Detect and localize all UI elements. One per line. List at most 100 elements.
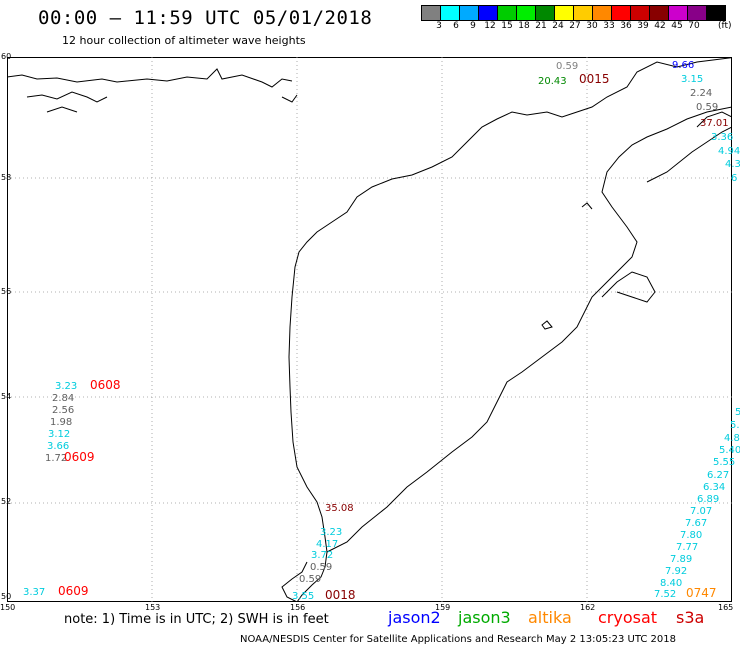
wave-height-label: 4.17 [316, 539, 339, 550]
colorbar-swatch [687, 5, 707, 21]
wave-height-label: 3.15 [681, 74, 704, 85]
colorbar-label: 70 [688, 21, 700, 31]
y-tick-label: 52 [1, 497, 12, 506]
colorbar-swatch [440, 5, 460, 21]
wave-height-label: 5. [730, 420, 740, 431]
wave-height-label: 0.59 [310, 562, 333, 573]
wave-height-label: 7.52 [654, 589, 677, 600]
wave-height-label: 5 [735, 407, 740, 418]
x-tick-label: 159 [435, 603, 451, 612]
wave-height-label: 4.94 [718, 146, 740, 157]
wave-height-label: 6.89 [697, 494, 720, 505]
pass-time-label: 0609 [64, 450, 95, 464]
legend-s3a: s3a [676, 608, 705, 627]
colorbar-label: 9 [470, 21, 476, 31]
colorbar-label: 18 [518, 21, 530, 31]
colorbar-swatch [516, 5, 536, 21]
x-tick-label: 150 [0, 603, 16, 612]
wave-height-label: 7.89 [670, 554, 693, 565]
y-tick-label: 56 [1, 287, 12, 296]
pass-time-label: 0608 [90, 378, 121, 392]
graticule [7, 57, 732, 602]
wave-height-label: 1.98 [50, 417, 73, 428]
x-tick-label: 165 [718, 603, 734, 612]
y-tick-label: 50 [1, 592, 12, 601]
wave-height-label: 4.8 [724, 433, 740, 444]
colorbar-label: 39 [637, 21, 649, 31]
legend-jason2: jason2 [388, 608, 441, 627]
wave-height-label: 2.84 [52, 393, 75, 404]
colorbar-swatch [649, 5, 669, 21]
x-tick-label: 162 [580, 603, 596, 612]
pass-time-label: 0015 [579, 72, 610, 86]
wave-height-label: 3.66 [47, 441, 70, 452]
coastline [7, 57, 732, 602]
colorbar-label: 36 [620, 21, 632, 31]
wave-height-label: 7.07 [690, 506, 713, 517]
wave-height-label: 5.40 [719, 445, 740, 456]
note-text: note: 1) Time is in UTC; 2) SWH is in fe… [64, 612, 329, 627]
colorbar-swatch [478, 5, 498, 21]
colorbar-swatch [611, 5, 631, 21]
x-tick-label: 153 [145, 603, 161, 612]
wave-height-label: 4.3 [725, 159, 740, 170]
wave-height-label: 0.59 [696, 102, 719, 113]
wave-height-label: 6.34 [703, 482, 726, 493]
colorbar-unit: (ft) [718, 21, 732, 31]
wave-height-label: 3.12 [48, 429, 71, 440]
wave-height-label: 2.24 [690, 88, 713, 99]
legend-jason3: jason3 [458, 608, 511, 627]
map-title: 00:00 – 11:59 UTC 05/01/2018 [38, 7, 373, 29]
colorbar-swatch [497, 5, 517, 21]
colorbar-label: 24 [552, 21, 564, 31]
wave-height-label: 2.56 [52, 405, 75, 416]
colorbar-label: 15 [501, 21, 513, 31]
wave-height-label: 3.36 [711, 132, 734, 143]
wave-height-label: 6 [731, 173, 738, 184]
colorbar-swatch [573, 5, 593, 21]
colorbar-swatch [421, 5, 441, 21]
map-frame [7, 57, 732, 602]
colorbar-label: 3 [436, 21, 442, 31]
colorbar-swatch [668, 5, 688, 21]
y-tick-label: 54 [1, 392, 12, 401]
legend-cryosat: cryosat [598, 608, 658, 627]
wave-height-label: 3.37 [23, 587, 46, 598]
colorbar-swatch [554, 5, 574, 21]
pass-time-label: 0747 [686, 586, 717, 600]
colorbar-label: 12 [484, 21, 496, 31]
wave-height-label: 3.55 [292, 591, 315, 602]
wave-height-label: 3.23 [55, 381, 78, 392]
colorbar-swatch [535, 5, 555, 21]
map-subtitle: 12 hour collection of altimeter wave hei… [62, 34, 306, 47]
wave-height-label: 7.80 [680, 530, 703, 541]
colorbar-swatch [592, 5, 612, 21]
colorbar-label: 30 [586, 21, 598, 31]
wave-height-label: 9.66 [672, 60, 695, 71]
wave-height-label: 8.40 [660, 578, 683, 589]
wave-height-label: 0.59 [556, 61, 579, 72]
wave-height-label: 7.92 [665, 566, 688, 577]
pass-time-label: 0609 [58, 584, 89, 598]
y-tick-label: 58 [1, 173, 12, 182]
colorbar-label: 21 [535, 21, 547, 31]
legend-altika: altika [528, 608, 572, 627]
wave-height-label: 37.01 [700, 118, 729, 129]
colorbar [421, 5, 726, 21]
wave-height-label: 0.59 [299, 574, 322, 585]
wave-height-label: 3.72 [311, 550, 334, 561]
wave-height-label: 7.77 [676, 542, 699, 553]
colorbar-swatch [706, 5, 726, 21]
colorbar-swatch [459, 5, 479, 21]
wave-height-label: 35.08 [325, 503, 354, 514]
map-canvas [7, 57, 732, 602]
colorbar-label: 27 [569, 21, 581, 31]
footer-credit: NOAA/NESDIS Center for Satellite Applica… [240, 634, 676, 645]
colorbar-swatch [630, 5, 650, 21]
x-tick-label: 156 [290, 603, 306, 612]
colorbar-labels: 3 6 9 12 15 18 21 24 27 30 33 36 39 42 45 70 [422, 21, 740, 33]
wave-height-label: 3.23 [320, 527, 343, 538]
wave-height-label: 1.72 [45, 453, 68, 464]
wave-height-label: 5.55 [713, 457, 736, 468]
wave-height-label: 6.27 [707, 470, 730, 481]
